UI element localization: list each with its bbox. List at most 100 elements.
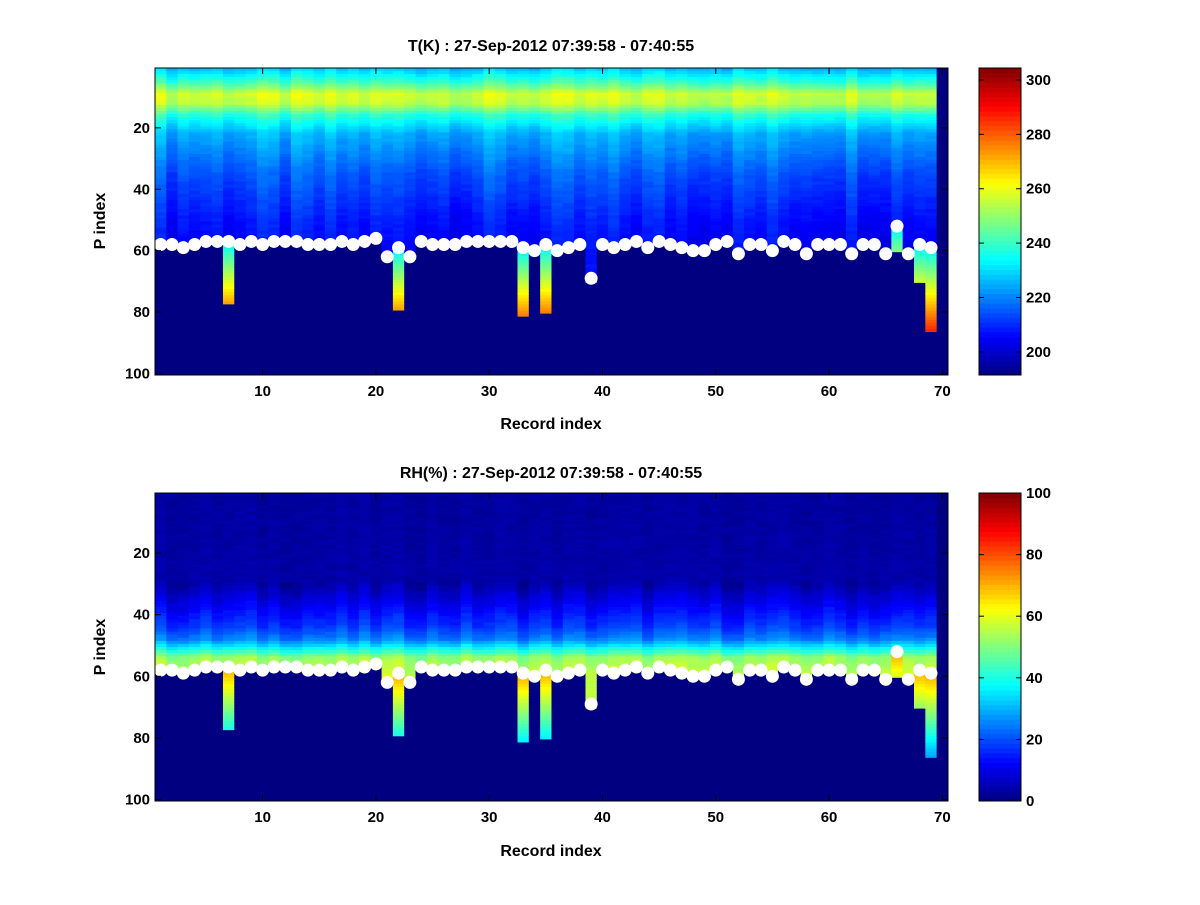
heatmap-cell	[324, 282, 337, 287]
heatmap-cell	[245, 325, 258, 330]
heatmap-cell	[392, 147, 405, 152]
heatmap-cell	[619, 215, 632, 219]
heatmap-cell	[415, 172, 428, 176]
heatmap-cell	[664, 276, 677, 281]
heatmap-cell	[438, 141, 451, 146]
heatmap-cell	[687, 276, 700, 281]
heatmap-cell	[608, 184, 620, 189]
heatmap-cell	[324, 190, 337, 195]
heatmap-cell	[551, 359, 564, 364]
heatmap-cell	[200, 147, 213, 152]
heatmap-cell	[540, 350, 552, 355]
heatmap-cell	[234, 371, 247, 376]
heatmap-cell	[653, 166, 666, 170]
heatmap-cell	[222, 316, 235, 321]
heatmap-cell	[642, 107, 654, 112]
heatmap-cell	[619, 301, 632, 305]
heatmap-cell	[664, 117, 677, 121]
heatmap-cell	[698, 365, 711, 370]
heatmap-cell	[313, 181, 326, 186]
heatmap-cell	[710, 279, 722, 284]
heatmap-cell	[528, 110, 541, 115]
heatmap-cell	[211, 166, 224, 170]
heatmap-cell	[426, 68, 439, 72]
heatmap-cell	[574, 147, 586, 152]
heatmap-cell	[551, 203, 564, 207]
heatmap-cell	[336, 80, 349, 84]
heatmap-cell	[664, 169, 677, 173]
heatmap-cell	[155, 362, 167, 367]
heatmap-cell	[494, 267, 507, 272]
heatmap-cell	[404, 295, 417, 299]
heatmap-cell	[551, 141, 564, 146]
heatmap-cell	[426, 181, 439, 186]
heatmap-cell	[438, 196, 451, 201]
heatmap-cell	[596, 187, 609, 192]
heatmap-cell	[664, 138, 677, 143]
heatmap-cell	[358, 338, 371, 342]
heatmap-cell	[166, 350, 179, 355]
heatmap-cell	[528, 117, 541, 121]
heatmap-cell	[211, 126, 224, 130]
heatmap-cell	[211, 175, 224, 180]
heatmap-cell	[290, 224, 303, 229]
heatmap-cell	[574, 175, 586, 180]
heatmap-cell	[698, 135, 711, 140]
heatmap-cell	[608, 301, 620, 305]
heatmap-cell	[245, 120, 258, 124]
heatmap-cell	[664, 123, 677, 127]
heatmap-cell	[222, 301, 235, 305]
heatmap-cell	[222, 117, 235, 121]
heatmap-cell	[324, 157, 337, 161]
heatmap-cell	[404, 362, 417, 367]
heatmap-cell	[358, 123, 371, 127]
heatmap-cell	[222, 206, 235, 210]
heatmap-cell	[381, 270, 394, 275]
heatmap-cell	[200, 301, 213, 305]
heatmap-cell	[449, 322, 462, 327]
heatmap-cell	[290, 261, 303, 265]
heatmap-cell	[200, 172, 213, 176]
heatmap-cell	[460, 338, 473, 342]
heatmap-cell	[415, 295, 428, 299]
heatmap-cell	[472, 292, 485, 296]
heatmap-cell	[438, 261, 451, 265]
heatmap-cell	[653, 307, 666, 312]
heatmap-cell	[517, 362, 530, 367]
heatmap-cell	[324, 264, 337, 269]
heatmap-cell	[562, 230, 575, 235]
heatmap-cell	[596, 169, 609, 173]
heatmap-cell	[494, 120, 507, 124]
heatmap-cell	[630, 316, 643, 321]
heatmap-cell	[676, 319, 688, 324]
heatmap-cell	[234, 68, 247, 72]
heatmap-cell	[676, 273, 688, 278]
heatmap-cell	[256, 252, 269, 256]
heatmap-cell	[630, 279, 643, 284]
heatmap-cell	[166, 157, 179, 161]
heatmap-cell	[245, 322, 258, 327]
heatmap-cell	[200, 319, 213, 324]
heatmap-cell	[222, 282, 235, 287]
heatmap-cell	[313, 114, 326, 118]
heatmap-cell	[585, 147, 598, 152]
heatmap-cell	[222, 126, 235, 130]
heatmap-cell	[302, 270, 315, 275]
heatmap-cell	[506, 120, 519, 124]
heatmap-cell	[392, 187, 405, 192]
heatmap-cell	[460, 285, 473, 290]
heatmap-cell	[574, 282, 586, 287]
heatmap-cell	[155, 175, 167, 180]
heatmap-cell	[619, 276, 632, 281]
heatmap-cell	[279, 71, 292, 75]
heatmap-cell	[528, 282, 541, 287]
heatmap-cell	[608, 258, 620, 262]
heatmap-cell	[562, 104, 575, 109]
heatmap-cell	[687, 335, 700, 339]
heatmap-cell	[710, 267, 722, 272]
heatmap-cell	[370, 246, 383, 250]
heatmap-cell	[506, 322, 519, 327]
heatmap-cell	[313, 371, 326, 376]
heatmap-cell	[698, 163, 711, 167]
heatmap-cell	[188, 153, 201, 158]
